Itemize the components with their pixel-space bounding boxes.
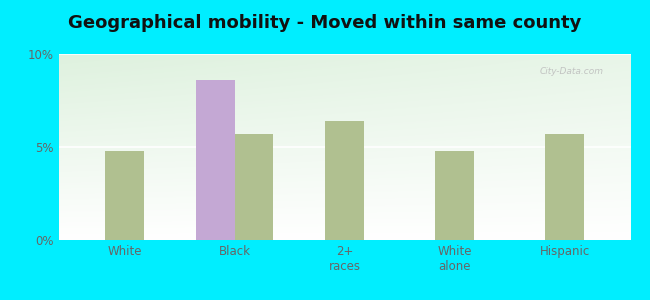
Text: Geographical mobility - Moved within same county: Geographical mobility - Moved within sam… [68,14,582,32]
Bar [105,151,144,240]
Bar [196,80,235,240]
Text: City-Data.com: City-Data.com [540,68,603,76]
Bar [436,151,474,240]
Bar [545,134,584,240]
Bar [235,134,273,240]
Bar [325,121,364,240]
